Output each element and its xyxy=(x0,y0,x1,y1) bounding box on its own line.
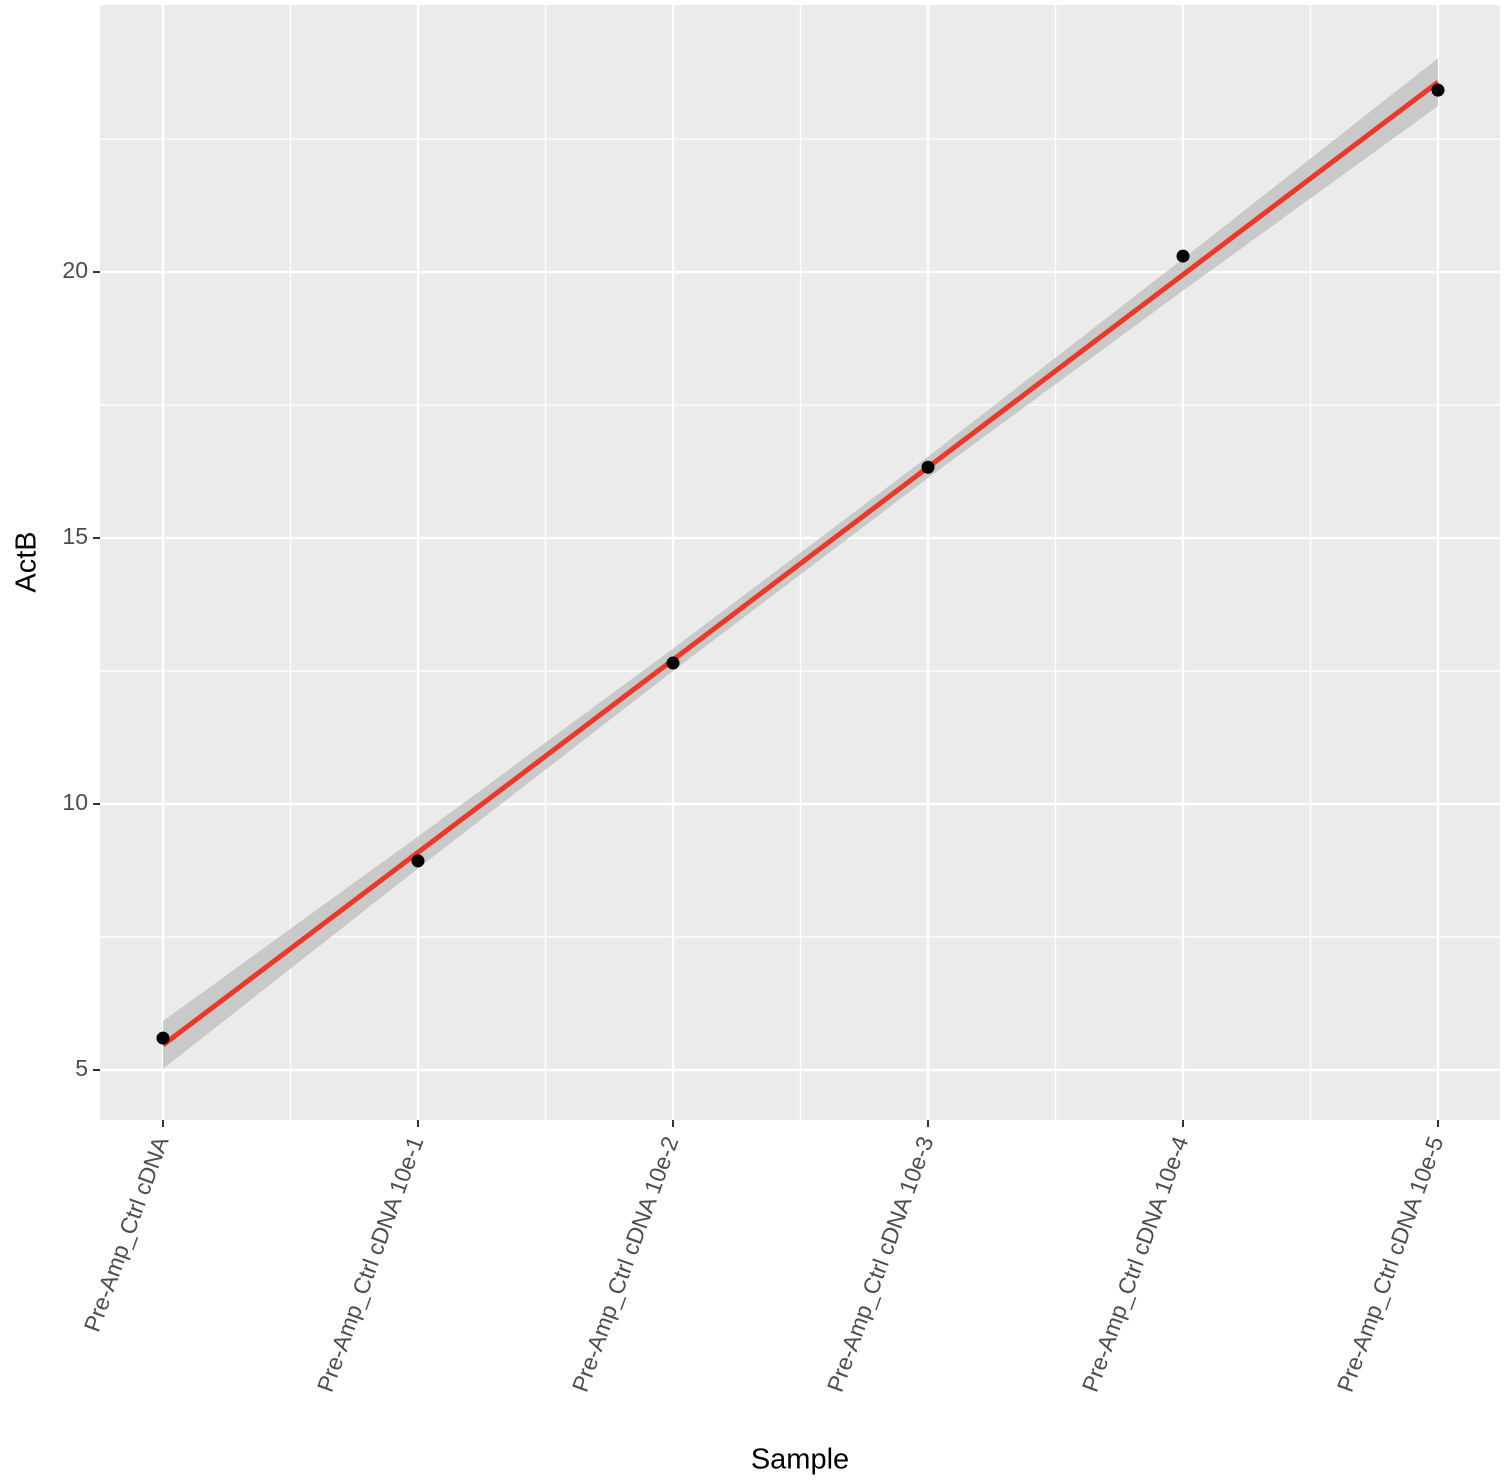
x-tick-label: Pre-Amp_Ctrl cDNA 10e-4 xyxy=(1077,1133,1194,1396)
x-tick-label: Pre-Amp_Ctrl cDNA 10e-5 xyxy=(1332,1133,1449,1395)
x-tick-label: Pre-Amp_Ctrl cDNA 10e-3 xyxy=(822,1133,939,1395)
x-axis-title: Sample xyxy=(751,1444,849,1476)
point xyxy=(666,656,680,670)
y-tick-label: 5 xyxy=(75,1055,88,1081)
y-axis-title: ActB xyxy=(11,531,43,592)
x-tick-label: Pre-Amp_Ctrl cDNA xyxy=(79,1132,174,1335)
x-tick-label: Pre-Amp_Ctrl cDNA 10e-2 xyxy=(567,1133,684,1395)
point xyxy=(156,1031,170,1045)
fit-line xyxy=(161,80,1440,1047)
y-tick-label: 20 xyxy=(62,257,88,283)
x-tick-label: Pre-Amp_Ctrl cDNA 10e-1 xyxy=(312,1133,429,1395)
y-tick-label: 10 xyxy=(62,789,88,815)
point xyxy=(921,460,935,474)
point xyxy=(1176,249,1190,263)
y-tick-label: 15 xyxy=(62,523,88,549)
point xyxy=(411,854,425,868)
point xyxy=(1431,83,1445,97)
